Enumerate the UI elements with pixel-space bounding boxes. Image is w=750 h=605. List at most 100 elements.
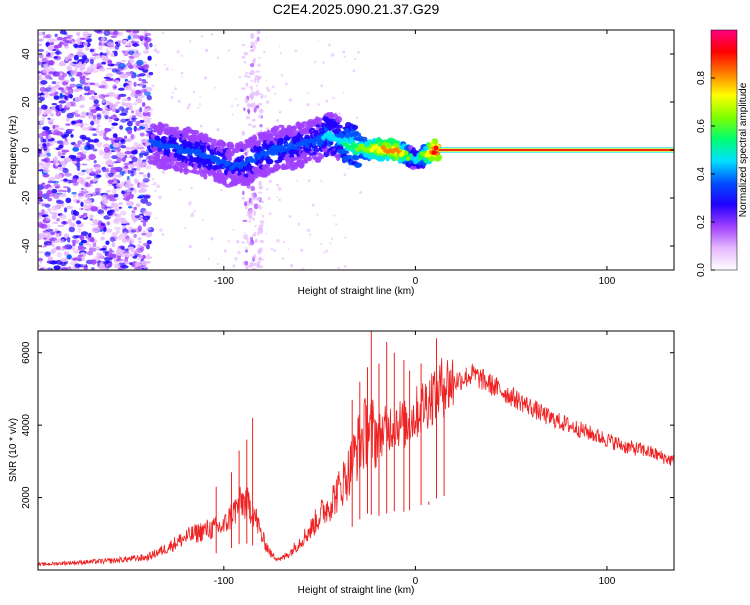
ridge-blob bbox=[270, 168, 275, 173]
noise-blob bbox=[130, 93, 139, 98]
noise-blob bbox=[45, 54, 51, 58]
noise-blob bbox=[47, 134, 52, 140]
noise-blob bbox=[99, 149, 104, 156]
noise-blob bbox=[247, 109, 250, 115]
noise-blob bbox=[137, 196, 144, 199]
noise-blob bbox=[136, 166, 141, 172]
ridge-core bbox=[226, 160, 232, 166]
noise-blob bbox=[65, 92, 70, 95]
noise-blob bbox=[259, 240, 265, 243]
ridge-core bbox=[309, 137, 315, 143]
noise-blob bbox=[79, 134, 87, 140]
noise-blob bbox=[120, 73, 129, 79]
noise-speck bbox=[232, 264, 236, 268]
noise-blob bbox=[43, 157, 50, 163]
noise-blob bbox=[52, 124, 56, 129]
ridge-core bbox=[431, 150, 437, 156]
noise-blob bbox=[149, 42, 153, 48]
noise-blob bbox=[142, 178, 150, 183]
ridge-blob bbox=[221, 141, 227, 148]
ridge-core bbox=[410, 156, 416, 161]
noise-blob bbox=[69, 62, 75, 66]
noise-speck bbox=[263, 50, 266, 54]
noise-blob bbox=[120, 139, 125, 142]
noise-blob bbox=[55, 111, 62, 117]
noise-speck bbox=[307, 228, 311, 232]
noise-blob bbox=[128, 246, 135, 251]
noise-blob bbox=[45, 251, 51, 256]
noise-blob bbox=[111, 122, 118, 126]
noise-blob bbox=[79, 104, 85, 109]
noise-speck bbox=[342, 91, 345, 94]
noise-blob bbox=[50, 87, 57, 94]
noise-blob bbox=[109, 236, 116, 243]
noise-blob bbox=[258, 108, 264, 114]
noise-blob bbox=[115, 80, 120, 84]
noise-blob bbox=[115, 137, 124, 141]
ridge-blob bbox=[318, 154, 325, 160]
noise-blob bbox=[106, 67, 113, 70]
noise-blob bbox=[43, 237, 48, 240]
noise-blob bbox=[62, 39, 67, 42]
noise-blob bbox=[64, 96, 68, 100]
noise-speck bbox=[342, 50, 346, 54]
ridge-blob bbox=[273, 125, 280, 132]
noise-speck bbox=[276, 196, 279, 198]
noise-blob bbox=[76, 51, 82, 56]
ridge-blob bbox=[267, 158, 273, 164]
noise-blob bbox=[38, 193, 44, 198]
noise-blob bbox=[45, 41, 50, 47]
spectrogram-panel: -100 0 100 -40 -20 0 20 40 Height of straight l… bbox=[8, 29, 675, 297]
noise-blob bbox=[252, 124, 257, 128]
noise-blob bbox=[83, 85, 91, 91]
noise-blob bbox=[116, 180, 121, 184]
noise-blob bbox=[87, 114, 93, 119]
noise-blob bbox=[42, 126, 50, 131]
noise-blob bbox=[146, 253, 150, 257]
noise-blob bbox=[63, 233, 70, 239]
noise-speck bbox=[332, 96, 335, 100]
noise-blob bbox=[52, 221, 59, 224]
noise-blob bbox=[109, 198, 117, 202]
noise-speck bbox=[265, 80, 268, 82]
noise-blob bbox=[241, 44, 246, 46]
noise-speck bbox=[276, 119, 280, 123]
noise-blob bbox=[134, 261, 141, 267]
noise-blob bbox=[81, 163, 88, 166]
noise-blob bbox=[116, 230, 120, 234]
ridge-blob bbox=[197, 163, 202, 169]
noise-blob bbox=[244, 97, 249, 104]
noise-speck bbox=[267, 196, 271, 200]
noise-blob bbox=[38, 126, 43, 129]
noise-speck bbox=[217, 56, 220, 59]
noise-blob bbox=[47, 208, 52, 212]
noise-speck bbox=[193, 210, 196, 213]
noise-blob bbox=[74, 113, 81, 118]
noise-speck bbox=[188, 244, 193, 249]
noise-blob bbox=[112, 84, 118, 90]
noise-blob bbox=[45, 215, 51, 221]
noise-blob bbox=[72, 249, 80, 254]
noise-blob bbox=[79, 146, 85, 152]
noise-blob bbox=[111, 241, 116, 248]
noise-speck bbox=[189, 200, 192, 203]
noise-speck bbox=[216, 262, 220, 266]
noise-blob bbox=[105, 137, 110, 141]
noise-blob bbox=[112, 188, 117, 195]
noise-blob bbox=[41, 209, 45, 215]
ridge-blob bbox=[353, 151, 359, 155]
noise-blob bbox=[119, 112, 127, 117]
noise-blob bbox=[251, 267, 257, 270]
noise-blob bbox=[42, 35, 50, 39]
noise-blob bbox=[105, 195, 111, 200]
noise-blob bbox=[67, 266, 72, 270]
ridge-blob bbox=[292, 156, 298, 161]
noise-blob bbox=[72, 242, 76, 247]
noise-blob bbox=[105, 73, 114, 78]
noise-blob bbox=[38, 48, 45, 52]
noise-blob bbox=[68, 54, 74, 59]
noise-blob bbox=[129, 51, 132, 55]
noise-blob bbox=[44, 203, 51, 208]
noise-blob bbox=[59, 213, 67, 220]
noise-blob bbox=[133, 49, 139, 54]
